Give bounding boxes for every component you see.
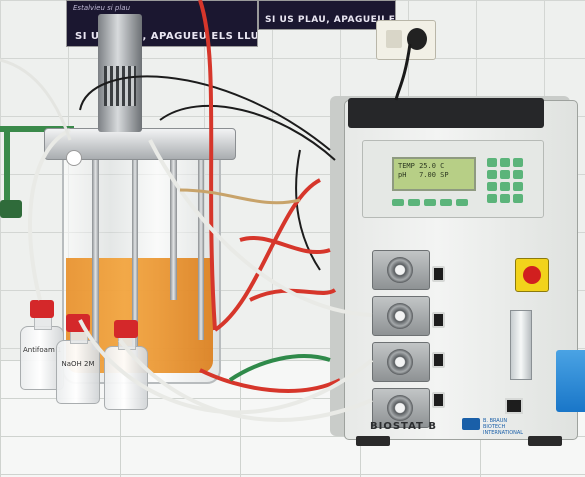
bottle-body [56, 340, 100, 404]
motor-vent-cage [104, 66, 136, 106]
red-bottle-cap [30, 300, 54, 318]
poster-small-text: Estalvieu si plau [73, 4, 131, 12]
keypad-key[interactable] [500, 182, 510, 191]
wall-poster-right: SI US PLAU, APAGUEU ELS LLUMS [258, 0, 396, 30]
peristaltic-pump-column [372, 250, 434, 428]
stirrer-shaft [132, 130, 138, 360]
peristaltic-pump-head [372, 296, 430, 336]
clear-tube [118, 338, 373, 422]
keypad-key[interactable] [500, 158, 510, 167]
lcd-display: TEMP 25.0 C pH 7.00 SP [392, 157, 476, 191]
wall-power-socket [376, 20, 436, 60]
sensor-cable [79, 75, 331, 151]
peristaltic-pump-head [372, 388, 430, 428]
sensor-cable [159, 104, 336, 161]
keypad-key[interactable] [500, 170, 510, 179]
maker-name: B. BRAUN BIOTECH INTERNATIONAL [483, 418, 524, 436]
gas-flowmeter [510, 310, 532, 380]
main-power-switch[interactable] [505, 398, 523, 414]
controller-foot [528, 436, 562, 446]
peristaltic-pump-head [372, 250, 430, 290]
bottle-label: Antifoam 10% [23, 346, 61, 354]
keypad-key[interactable] [487, 170, 497, 179]
socket-outlet [386, 30, 402, 48]
keypad-key[interactable] [513, 170, 523, 179]
keypad-key[interactable] [513, 194, 523, 203]
maker-logo-icon [462, 418, 480, 430]
red-silicone-tube [199, 368, 341, 393]
red-silicone-tube [198, 0, 217, 331]
function-key[interactable] [392, 199, 404, 206]
keypad-key[interactable] [513, 158, 523, 167]
green-water-pipe [0, 126, 74, 132]
pump-switch[interactable] [432, 352, 445, 368]
clear-tube [0, 58, 72, 141]
blue-container [556, 350, 585, 412]
controller-foot [356, 436, 390, 446]
green-tube [228, 354, 331, 382]
function-key[interactable] [424, 199, 436, 206]
numeric-keypad [487, 158, 523, 208]
keypad-key[interactable] [500, 194, 510, 203]
bottle-body [104, 346, 148, 410]
keypad-key[interactable] [513, 182, 523, 191]
emergency-stop-button[interactable] [515, 258, 549, 292]
reagent-bottle-third [104, 320, 148, 410]
controller-top-grille [348, 98, 544, 128]
function-key[interactable] [440, 199, 452, 206]
keypad-key[interactable] [487, 182, 497, 191]
function-keys [392, 199, 476, 209]
power-cable [394, 43, 412, 101]
poster-main-text: SI US PLAU, APAGUEU ELS LLUMS [265, 15, 395, 25]
red-silicone-tube [239, 236, 331, 254]
sensor-cable [295, 149, 321, 271]
pump-switch[interactable] [432, 266, 445, 282]
tan-tube [179, 188, 301, 205]
red-bottle-cap [114, 320, 138, 338]
clear-tube [148, 139, 373, 317]
keypad-key[interactable] [487, 158, 497, 167]
keypad-key[interactable] [487, 194, 497, 203]
white-port-knob [66, 150, 82, 166]
poster-main-text: SI US PLAU, APAGUEU ELS LLUMS [75, 31, 258, 42]
clear-tube [28, 128, 71, 301]
green-water-pipe-vertical [4, 126, 10, 211]
probe-rod [92, 150, 99, 350]
pump-switch[interactable] [432, 312, 445, 328]
probe-rod [170, 150, 177, 300]
lcd-line-1: TEMP 25.0 C [398, 162, 445, 170]
red-silicone-tube [213, 178, 321, 332]
red-silicone-tube [249, 288, 337, 302]
probe-rod [198, 150, 204, 340]
clear-tube [78, 319, 374, 415]
function-key[interactable] [408, 199, 420, 206]
bottle-label: NaOH 2M [61, 360, 95, 368]
pump-switch[interactable] [432, 392, 445, 408]
lcd-line-2: pH 7.00 SP [398, 171, 449, 179]
reagent-bottle-naoh: NaOH 2M [56, 314, 100, 404]
water-valve [0, 200, 22, 218]
controller-brand-label: BIOSTAT B [370, 421, 437, 432]
peristaltic-pump-head [372, 342, 430, 382]
function-key[interactable] [456, 199, 468, 206]
plug [407, 28, 427, 50]
